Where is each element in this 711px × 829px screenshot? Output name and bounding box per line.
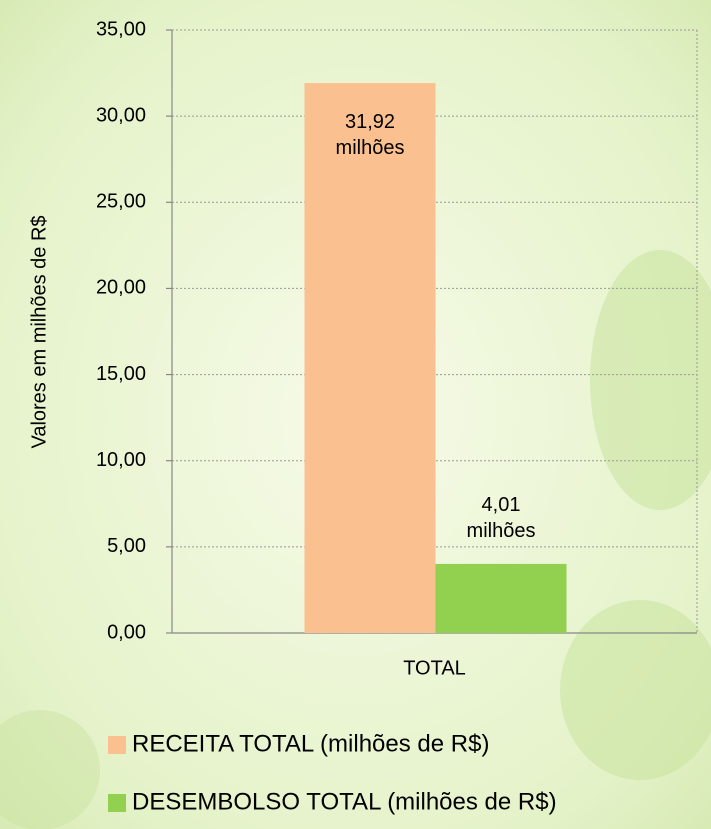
- chart: Valores em milhões de R$ 0,00 5,00 10,00 15…: [0, 0, 711, 829]
- bar: [305, 83, 436, 633]
- legend-label: DESEMBOLSO TOTAL (milhões de R$): [132, 788, 557, 815]
- y-tick-label: 5,00: [107, 535, 146, 557]
- page: Valores em milhões de R$ 0,00 5,00 10,00 15…: [0, 0, 711, 829]
- y-tick-label: 30,00: [96, 104, 146, 126]
- bar: [436, 564, 567, 633]
- y-tick-label: 20,00: [96, 277, 146, 299]
- y-tick-label: 15,00: [96, 363, 146, 385]
- y-axis-label: Valores em milhões de R$: [28, 215, 50, 448]
- x-tick-label: TOTAL: [403, 657, 466, 679]
- y-tick-label: 35,00: [96, 18, 146, 40]
- y-tick-label: 25,00: [96, 191, 146, 213]
- legend-swatch: [108, 794, 126, 812]
- legend-swatch: [108, 736, 126, 754]
- y-tick-label: 0,00: [107, 621, 146, 643]
- y-tick-label: 10,00: [96, 449, 146, 471]
- legend-label: RECEITA TOTAL (milhões de R$): [132, 730, 489, 757]
